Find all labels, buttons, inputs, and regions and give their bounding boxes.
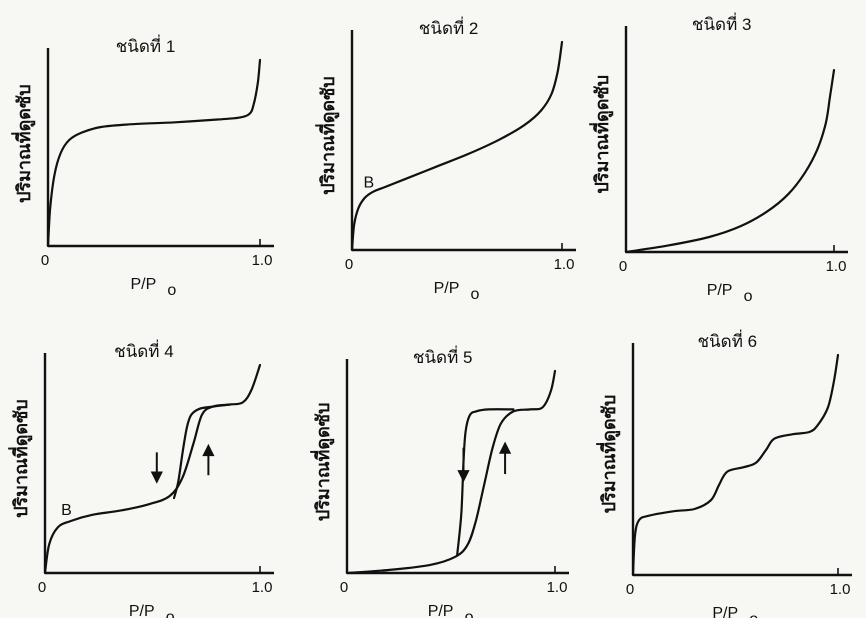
x-axis-label-subscript: o	[471, 286, 480, 303]
y-axis-label: ปริมาณที่ดูดซับ	[310, 403, 335, 522]
x-axis-label-subscript: o	[465, 609, 474, 618]
adsorption-arrow-icon	[498, 441, 512, 475]
isotherm-panel-2: 0 1.0 P/P o ปริมาณที่ดูดซับ ชนิดที่ 2 B	[315, 16, 576, 303]
isotherm-panel-4: 0 1.0 P/P o ปริมาณที่ดูดซับ ชนิดที่ 4 B	[8, 339, 274, 618]
panel-title: ชนิดที่ 6	[698, 329, 758, 351]
x-tick-label-0: 0	[619, 258, 627, 275]
x-tick-label-1: 1.0	[252, 579, 273, 596]
annotation-b: B	[363, 175, 374, 192]
x-axis-label: P/P	[712, 605, 738, 618]
arrow-head	[457, 470, 470, 483]
desorption-arrow-icon	[150, 452, 163, 484]
adsorption-arrow-icon	[202, 443, 215, 476]
isotherm-curve-1	[46, 58, 262, 248]
panel-title: ชนิดที่ 4	[114, 339, 174, 361]
y-axis-label: ปริมาณที่ดูดซับ	[596, 395, 621, 514]
x-axis-label: P/P	[428, 603, 454, 618]
isotherm-curve-1	[345, 369, 557, 575]
x-tick-label-1: 1.0	[826, 258, 847, 275]
x-axis-label-subscript: o	[744, 288, 753, 305]
panel-title: ชนิดที่ 3	[692, 12, 752, 34]
isotherm-panel-6: 0 1.0 P/P o ปริมาณที่ดูดซับ ชนิดที่ 6	[596, 329, 852, 618]
desorption-arrow-icon	[457, 447, 470, 483]
isotherm-curve-1	[350, 40, 564, 252]
x-tick-label-1: 1.0	[830, 581, 851, 598]
panel-title: ชนิดที่ 2	[419, 16, 479, 38]
isotherm-panel-1: 0 1.0 P/P o ปริมาณที่ดูดซับ ชนิดที่ 1	[11, 34, 274, 299]
x-axis-label-subscript: o	[749, 611, 758, 618]
panel-title: ชนิดที่ 5	[413, 345, 473, 367]
panel-title: ชนิดที่ 1	[116, 34, 176, 56]
x-tick-label-1: 1.0	[547, 579, 568, 596]
x-tick-label-0: 0	[340, 579, 348, 596]
arrow-head	[202, 443, 215, 457]
y-axis-label: ปริมาณที่ดูดซับ	[11, 84, 36, 203]
y-axis-label: ปริมาณที่ดูดซับ	[589, 75, 614, 194]
x-tick-label-0: 0	[345, 256, 353, 273]
isotherm-panel-5: 0 1.0 P/P o ปริมาณที่ดูดซับ ชนิดที่ 5	[310, 345, 569, 618]
x-axis-label: P/P	[131, 276, 157, 293]
x-tick-label-0: 0	[41, 252, 49, 269]
isotherm-curve-2	[456, 408, 515, 556]
annotation-b: B	[61, 502, 72, 519]
x-tick-label-0: 0	[38, 579, 46, 596]
x-axis-label-subscript: o	[167, 282, 176, 299]
isotherm-curve-2	[172, 403, 231, 500]
isotherm-curve-1	[624, 69, 836, 254]
x-axis-label-subscript: o	[166, 609, 175, 618]
x-axis-label: P/P	[707, 282, 733, 299]
y-axis-label: ปริมาณที่ดูดซับ	[315, 76, 340, 195]
y-axis-label: ปริมาณที่ดูดซับ	[8, 399, 33, 518]
x-axis-label: P/P	[434, 280, 460, 297]
x-tick-label-1: 1.0	[252, 252, 273, 269]
x-tick-label-1: 1.0	[554, 256, 575, 273]
x-tick-label-0: 0	[626, 581, 634, 598]
arrow-head	[498, 441, 512, 454]
arrow-head	[150, 471, 163, 484]
isotherm-curve-1	[43, 363, 262, 575]
isotherm-curve-1	[631, 353, 840, 577]
x-axis-label: P/P	[129, 603, 155, 618]
isotherm-panel-3: 0 1.0 P/P o ปริมาณที่ดูดซับ ชนิดที่ 3	[589, 12, 848, 305]
